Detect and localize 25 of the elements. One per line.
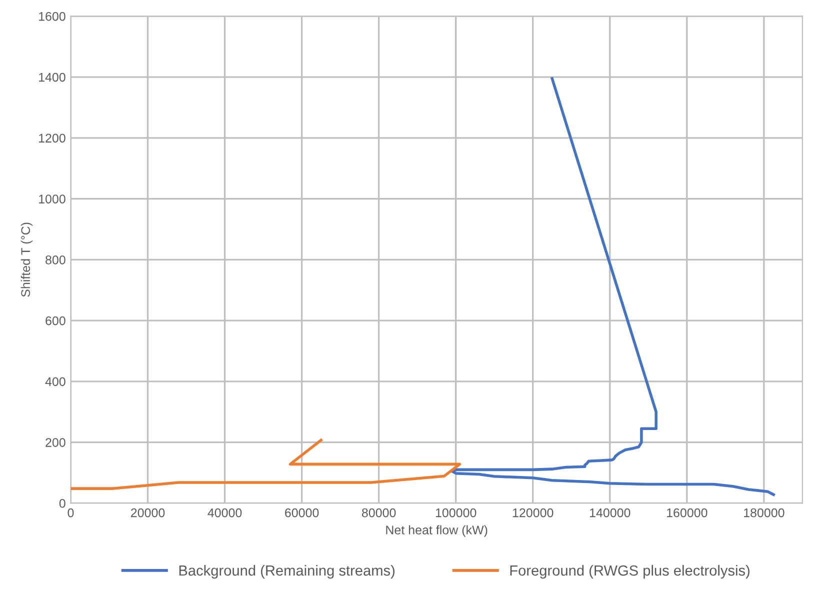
x-axis-title: Net heat flow (kW)	[386, 525, 488, 537]
x-tick-label: 120000	[512, 508, 554, 518]
line-series	[450, 77, 775, 496]
y-tick-label: 200	[46, 438, 66, 447]
line-series	[70, 438, 462, 490]
y-axis-title: Shifted T (°C)	[20, 222, 33, 297]
x-tick-label: 20000	[131, 508, 165, 518]
y-tick-label: 600	[46, 316, 66, 326]
x-tick-label: 40000	[208, 508, 242, 518]
x-tick-label: 160000	[667, 508, 708, 518]
x-tick-label: 100000	[436, 508, 476, 518]
x-tick-label: 80000	[362, 508, 396, 518]
y-tick-label: 1200	[39, 134, 66, 143]
y-tick-label: 1400	[39, 72, 66, 82]
y-tick-label: 1600	[39, 12, 66, 21]
x-tick-label: 180000	[744, 508, 784, 518]
y-tick-label: 1000	[39, 194, 66, 204]
y-tick-label: 400	[45, 377, 66, 386]
y-tick-label: 800	[46, 255, 66, 264]
x-tick-label: 60000	[285, 508, 319, 518]
legend-label: Foreground (RWGS plus electrolysis)	[510, 564, 750, 579]
legend-label: Background (Remaining streams)	[179, 564, 395, 579]
y-tick-label: 0	[59, 498, 66, 508]
x-tick-label: 0	[68, 508, 74, 518]
x-tick-label: 140000	[590, 508, 630, 518]
